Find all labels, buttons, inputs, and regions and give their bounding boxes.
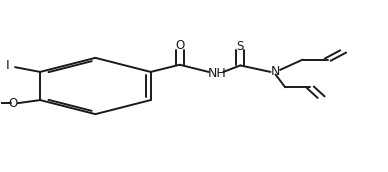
Text: N: N [270, 65, 280, 78]
Text: NH: NH [208, 67, 227, 80]
Text: I: I [6, 59, 10, 72]
Text: S: S [237, 40, 244, 53]
Text: O: O [175, 40, 184, 52]
Text: O: O [9, 97, 18, 110]
